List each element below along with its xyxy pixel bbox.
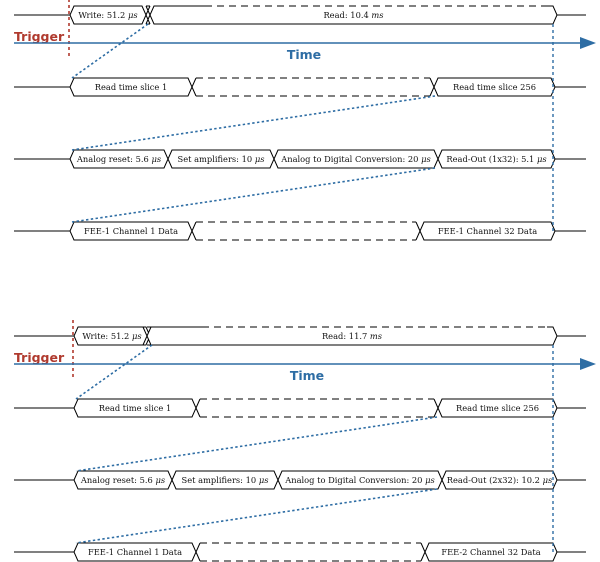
- time-arrow-icon: [580, 37, 596, 49]
- read-slice-first-label: Read time slice 1: [95, 82, 168, 92]
- fee-data-last-label: FEE-2 Channel 32 Data: [441, 547, 540, 557]
- trigger-label: Trigger: [14, 29, 65, 44]
- expansion-connector: [71, 167, 436, 223]
- fee-data-last-label: FEE-1 Channel 32 Data: [438, 226, 537, 236]
- time-arrow-icon: [580, 358, 596, 370]
- analog-phase-2-label: Set amplifiers: 10 μs: [182, 475, 269, 485]
- analog-phase-4-label: Read-Out (2x32): 10.2 μs: [447, 475, 553, 485]
- expansion-connector: [75, 416, 438, 472]
- time-label: Time: [287, 47, 321, 62]
- trigger-label: Trigger: [14, 350, 65, 365]
- continuation-gap: [195, 398, 439, 418]
- expansion-connector: [71, 95, 436, 151]
- fee-data-first-label: FEE-1 Channel 1 Data: [84, 226, 178, 236]
- time-label: Time: [290, 368, 324, 383]
- continuation-gap: [191, 77, 435, 97]
- expansion-connector: [75, 488, 438, 544]
- analog-phase-4-label: Read-Out (1x32): 5.1 μs: [446, 154, 546, 164]
- read-slice-last-label: Read time slice 256: [453, 82, 536, 92]
- expansion-connector: [75, 344, 153, 400]
- read-label: Read: 10.4 ms: [323, 10, 383, 20]
- continuation-gap: [195, 542, 426, 562]
- read-slice-last-label: Read time slice 256: [456, 403, 539, 413]
- analog-phase-2-label: Set amplifiers: 10 μs: [178, 154, 265, 164]
- expansion-connector: [71, 23, 149, 79]
- read-label: Read: 11.7 ms: [322, 331, 382, 341]
- analog-phase-1-label: Analog reset: 5.6 μs: [80, 475, 165, 485]
- read-slice-first-label: Read time slice 1: [99, 403, 172, 413]
- continuation-gap: [145, 5, 151, 25]
- write-label: Write: 51.2 μs: [82, 331, 141, 341]
- fee-data-first-label: FEE-1 Channel 1 Data: [88, 547, 182, 557]
- continuation-gap: [191, 221, 421, 241]
- write-label: Write: 51.2 μs: [78, 10, 137, 20]
- analog-phase-3-label: Analog to Digital Conversion: 20 μs: [284, 475, 434, 485]
- analog-phase-1-label: Analog reset: 5.6 μs: [76, 154, 161, 164]
- analog-phase-3-label: Analog to Digital Conversion: 20 μs: [280, 154, 430, 164]
